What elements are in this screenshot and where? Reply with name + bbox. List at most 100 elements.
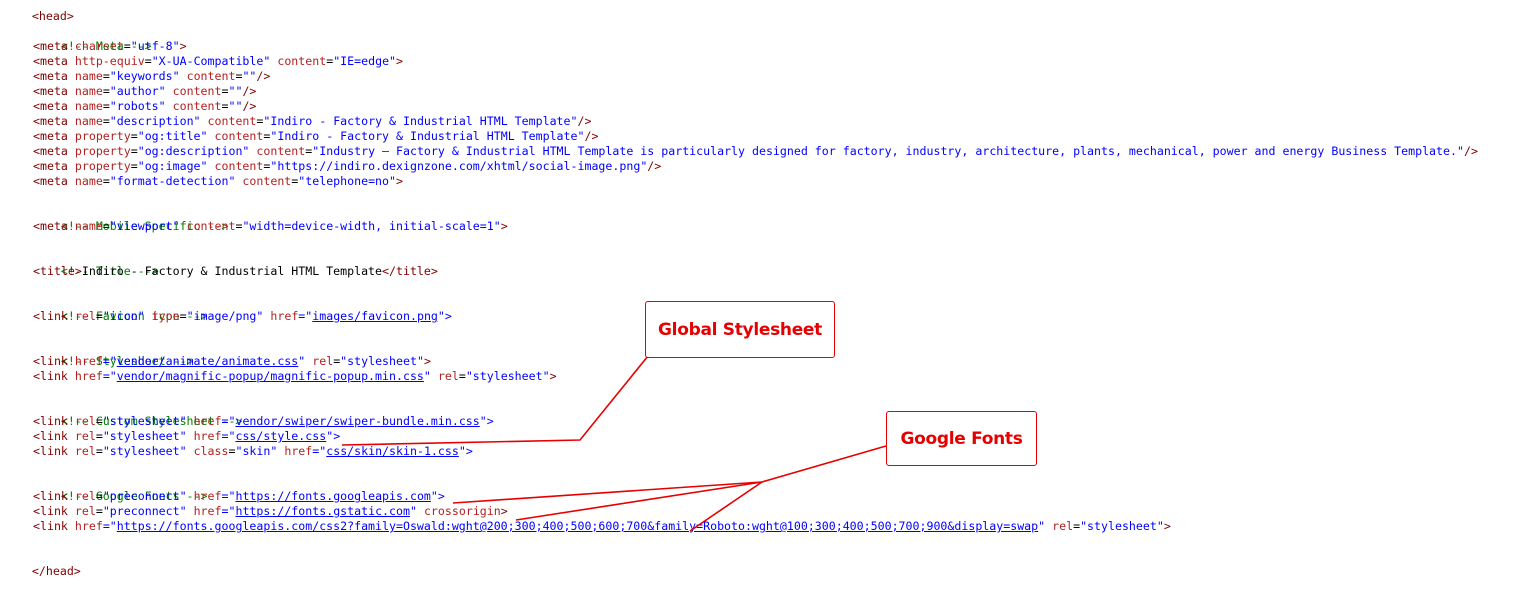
code-line-meta-charset: <meta charset="utf-8"> [33, 39, 187, 54]
code-line-preconnect-googleapis: <link rel="preconnect" href="https://fon… [33, 489, 445, 504]
attribute-value: "preconnect" [102, 489, 187, 503]
attribute-value: =" [102, 519, 117, 533]
attribute-name: name [74, 219, 103, 233]
attribute-value: "og:description" [137, 144, 250, 158]
href-link[interactable]: vendor/swiper/swiper-bundle.min.css [235, 414, 480, 428]
attribute-value: "og:title" [137, 129, 208, 143]
code-line-meta-og-title: <meta property="og:title" content="Indir… [33, 129, 598, 144]
attribute-name: href [74, 354, 103, 368]
text [187, 414, 194, 428]
attribute-value: "robots" [109, 99, 166, 113]
text: = [458, 369, 466, 383]
tag: </head> [31, 564, 81, 578]
tag: <meta [33, 69, 75, 83]
text [166, 99, 173, 113]
code-comment-favicon: <!-- Favicon icon --> [33, 294, 208, 323]
code-line-meta-compat: <meta http-equiv="X-UA-Compatible" conte… [33, 54, 403, 69]
href-link[interactable]: https://fonts.googleapis.com [235, 489, 431, 503]
comment: <!-- Title --> [60, 264, 159, 278]
text: = [95, 414, 103, 428]
attribute-value: =" [102, 354, 117, 368]
attribute-value: "author" [109, 84, 166, 98]
comment: <!-- Stylesheet --> [60, 354, 194, 368]
text: = [95, 489, 103, 503]
href-link[interactable]: images/favicon.png [312, 309, 438, 323]
text [187, 429, 194, 443]
text: = [291, 174, 299, 188]
text: = [130, 159, 138, 173]
text: = [263, 129, 271, 143]
code-comment-stylesheet: <!-- Stylesheet --> [33, 339, 194, 368]
text: = [102, 69, 110, 83]
text [166, 84, 173, 98]
attribute-value: "stylesheet" [1080, 519, 1164, 533]
text: = [179, 309, 187, 323]
google-fonts-pointer-2 [515, 481, 763, 521]
attribute-name: class [193, 444, 229, 458]
code-comment-custom-stylesheet: <!-- Custom Stylesheet --> [33, 399, 242, 428]
attribute-name: rel [437, 369, 459, 383]
tag: > [1163, 519, 1171, 533]
code-line-meta-robots: <meta name="robots" content=""/> [33, 99, 256, 114]
text: Indiro - Factory & Industrial HTML Templ… [81, 264, 383, 278]
attribute-value: "width=device-width, initial-scale=1" [242, 219, 501, 233]
tag: <meta [33, 99, 75, 113]
attribute-name: content [214, 129, 264, 143]
text: = [95, 444, 103, 458]
attribute-value: =" [221, 489, 236, 503]
href-link[interactable]: https://fonts.googleapis.com/css2?family… [116, 519, 1039, 533]
text: = [221, 99, 229, 113]
attribute-name: content [242, 174, 292, 188]
text [187, 504, 194, 518]
attribute-value: " [298, 354, 313, 368]
attribute-value: "" [228, 99, 243, 113]
text: = [221, 84, 229, 98]
code-line-meta-og-image: <meta property="og:image" content="https… [33, 159, 661, 174]
text: = [123, 39, 131, 53]
tag: <link [33, 444, 75, 458]
attribute-value: "stylesheet" [340, 354, 424, 368]
text: = [130, 129, 138, 143]
text [180, 69, 187, 83]
tag: <head> [31, 9, 74, 23]
href-link[interactable]: css/style.css [235, 429, 327, 443]
callout-label: Google Fonts [900, 428, 1023, 449]
tag: /> [577, 114, 592, 128]
href-link[interactable]: https://fonts.gstatic.com [235, 504, 410, 518]
attribute-value: "> [430, 489, 445, 503]
attribute-value: " [423, 369, 438, 383]
href-link[interactable]: vendor/magnific-popup/magnific-popup.min… [116, 369, 424, 383]
attribute-value: "> [437, 309, 452, 323]
tag: > [500, 219, 508, 233]
tag: <link [33, 489, 75, 503]
href-link[interactable]: vendor/animate/animate.css [116, 354, 299, 368]
attribute-value: "keywords" [109, 69, 180, 83]
text [180, 219, 187, 233]
tag: <meta [33, 39, 75, 53]
code-comment-mobile: <!-- Mobile Specific --> [33, 204, 229, 233]
attribute-name: property [74, 129, 131, 143]
tag: > [500, 504, 508, 518]
attribute-name: name [74, 114, 103, 128]
code-line-link-google-fonts: <link href="https://fonts.googleapis.com… [33, 519, 1171, 534]
tag: > [549, 369, 557, 383]
code-line-meta-author: <meta name="author" content=""/> [33, 84, 256, 99]
tag: <meta [33, 84, 75, 98]
attribute-name: rel [74, 504, 96, 518]
text: = [326, 54, 334, 68]
comment: <!-- Custom Stylesheet --> [60, 414, 243, 428]
attribute-value: =" [221, 504, 236, 518]
code-line-meta-og-description: <meta property="og:description" content=… [33, 144, 1478, 159]
google-fonts-callout: Google Fonts [886, 411, 1037, 466]
text [145, 309, 152, 323]
tag: /> [256, 69, 271, 83]
attribute-value: " [409, 504, 424, 518]
attribute-name: http-equiv [74, 54, 145, 68]
href-link[interactable]: css/skin/skin-1.css [326, 444, 459, 458]
attribute-value: =" [102, 369, 117, 383]
code-line-meta-viewport: <meta name="viewport" content="width=dev… [33, 219, 508, 234]
global-stylesheet-callout: Global Stylesheet [645, 301, 835, 358]
attribute-value: =" [221, 414, 236, 428]
tag: <link [33, 309, 75, 323]
text: = [102, 174, 110, 188]
